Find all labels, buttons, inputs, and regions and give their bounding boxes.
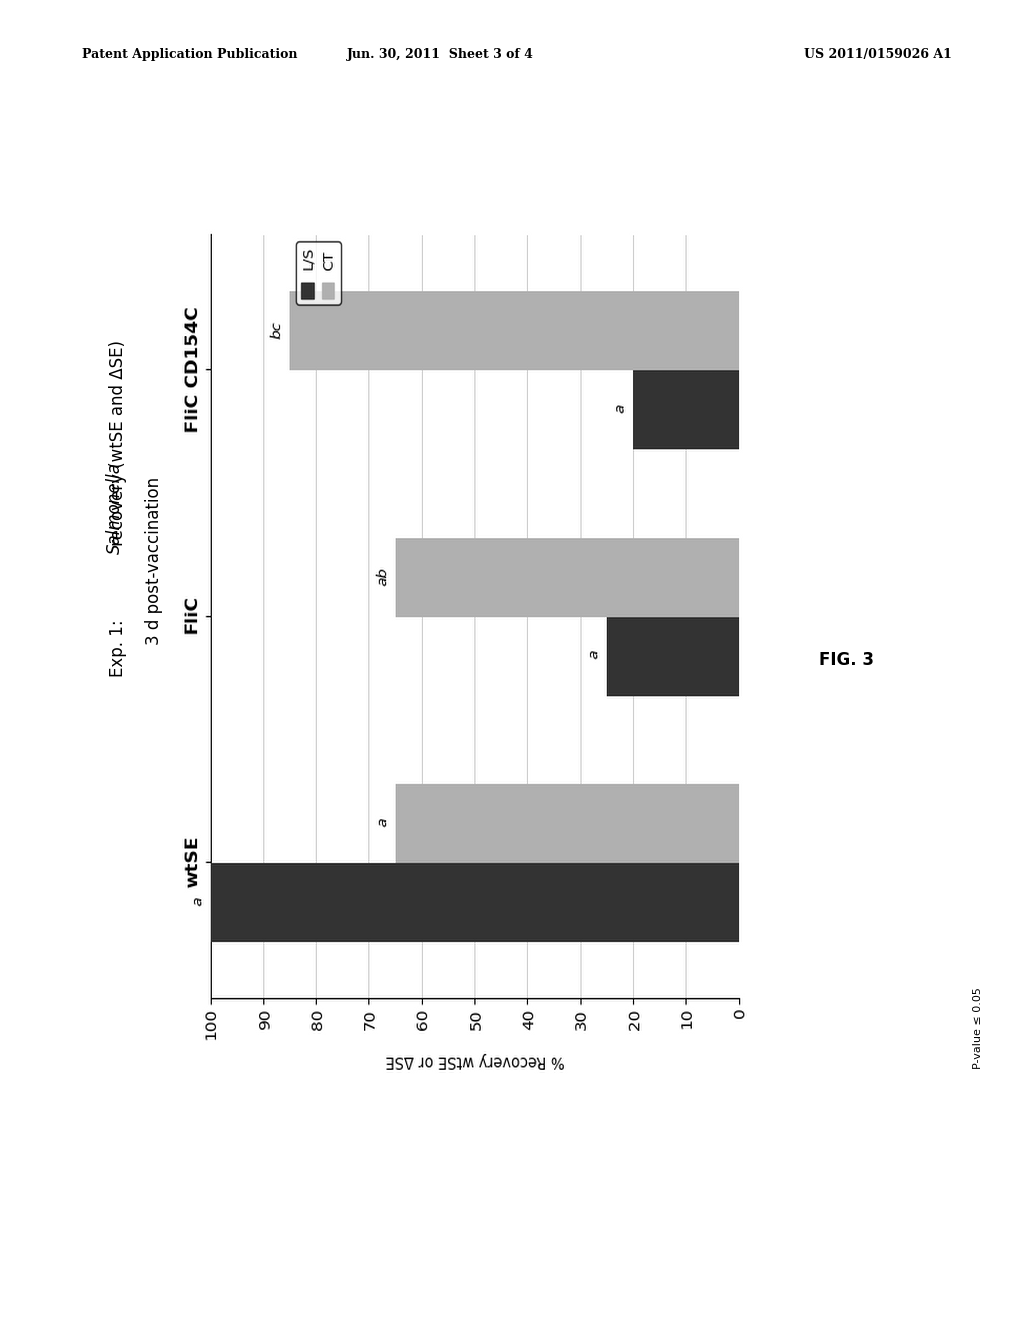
Text: FIG. 3: FIG. 3	[819, 651, 874, 669]
Text: Patent Application Publication: Patent Application Publication	[82, 48, 297, 61]
Text: Salmonella: Salmonella	[105, 462, 124, 554]
Text: US 2011/0159026 A1: US 2011/0159026 A1	[805, 48, 952, 61]
Text: Jun. 30, 2011  Sheet 3 of 4: Jun. 30, 2011 Sheet 3 of 4	[347, 48, 534, 61]
Text: 3 d post-vaccination: 3 d post-vaccination	[144, 477, 163, 645]
Text: Exp. 1:              recovery (wtSE and ΔSE): Exp. 1: recovery (wtSE and ΔSE)	[109, 339, 127, 677]
Text: P-value ≤ 0.05: P-value ≤ 0.05	[973, 987, 983, 1069]
